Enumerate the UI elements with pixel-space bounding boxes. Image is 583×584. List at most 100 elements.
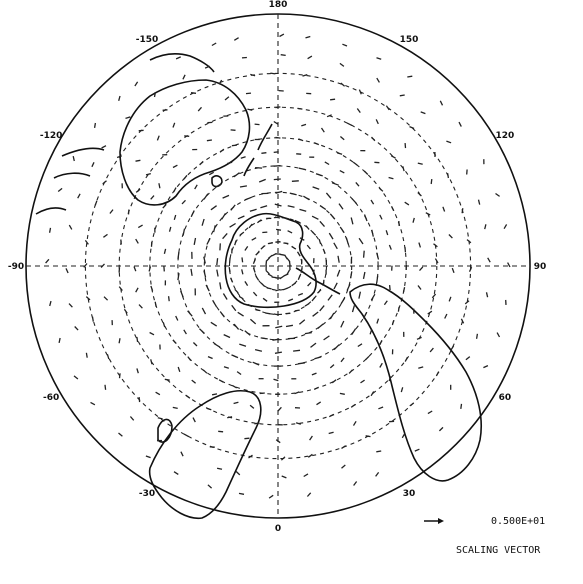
wind-vector [207, 355, 213, 360]
wind-vector [323, 335, 330, 341]
wind-vector [133, 266, 137, 272]
wind-vector [362, 271, 366, 280]
wind-vector [241, 269, 244, 275]
wind-vector [260, 337, 268, 340]
wind-vector [342, 43, 348, 47]
wind-vector [156, 135, 160, 141]
wind-vector [274, 351, 283, 354]
wind-vector [328, 431, 334, 435]
wind-vector [231, 354, 239, 359]
wind-vector [404, 356, 409, 362]
wind-vector [273, 378, 279, 382]
wind-vector [310, 342, 317, 348]
wind-vector [419, 266, 424, 272]
wind-vector [129, 416, 135, 421]
wind-vector [385, 230, 389, 236]
wind-vector [362, 311, 368, 319]
wind-vector [183, 433, 189, 438]
wind-vector [222, 232, 228, 240]
wind-vector [370, 199, 375, 205]
wind-vector [157, 417, 163, 420]
wind-vector [177, 273, 180, 281]
wind-vector [198, 328, 205, 334]
wind-vector [285, 324, 294, 328]
wind-vector [376, 450, 382, 453]
wind-vector [223, 334, 231, 339]
wind-vector [295, 422, 301, 425]
wind-vector [288, 298, 294, 302]
wind-vector [148, 266, 152, 272]
wind-vector [400, 387, 404, 393]
wind-vector [305, 225, 310, 230]
wind-vector [230, 204, 236, 211]
longitude-label: -90 [8, 262, 24, 272]
wind-vector [402, 287, 406, 293]
wind-vector [191, 379, 197, 384]
wind-vector [77, 193, 81, 199]
wind-vector [352, 420, 357, 426]
wind-vector [431, 293, 437, 299]
wind-vector [370, 391, 375, 397]
wind-vector [319, 220, 325, 228]
wind-vector [371, 229, 374, 237]
wind-vector [103, 296, 109, 301]
longitude-label: 180 [269, 0, 288, 10]
wind-vector [451, 267, 455, 274]
wind-vector [365, 435, 371, 438]
wind-vector [214, 183, 222, 189]
wind-vector [248, 454, 253, 459]
wind-vector [351, 305, 356, 313]
wind-vector [187, 310, 193, 317]
meridian-lines [26, 14, 530, 518]
wind-vector [475, 333, 479, 339]
wind-vector [85, 352, 88, 358]
wind-vector [420, 111, 426, 115]
wind-vector [446, 172, 450, 179]
wind-vector [339, 136, 345, 141]
wind-vector [118, 373, 121, 379]
wind-vector [244, 437, 250, 440]
wind-vector [311, 372, 317, 376]
wind-vector [388, 176, 394, 180]
wind-vector [211, 42, 217, 47]
wind-vector [91, 316, 94, 322]
wind-vector [274, 216, 281, 219]
wind-vector [222, 293, 228, 300]
wind-vector [275, 241, 281, 243]
wind-vector [376, 57, 382, 60]
wind-vector [74, 326, 79, 331]
wind-vector [362, 250, 365, 258]
wind-vector [118, 95, 121, 101]
wind-vector [417, 162, 423, 165]
wind-vector [402, 166, 405, 172]
wind-vector [416, 336, 422, 340]
wind-vector [135, 188, 141, 193]
wind-vector [210, 205, 217, 211]
antarctic-peninsula-coastline [295, 267, 341, 295]
wind-vector [222, 194, 230, 199]
wind-vector [109, 209, 114, 214]
wind-vector [507, 262, 511, 268]
longitude-label: -150 [136, 35, 159, 45]
longitude-label: 90 [534, 262, 547, 272]
wind-vector [282, 287, 289, 291]
wind-vector [283, 242, 289, 245]
wind-vector [363, 170, 369, 175]
wind-vector [216, 269, 219, 277]
wind-vector [167, 296, 170, 302]
wind-vector [302, 73, 308, 77]
wind-vector [337, 255, 340, 263]
wind-vector [234, 240, 237, 246]
wind-vector [211, 393, 218, 396]
wind-vector [375, 119, 379, 125]
wind-vector [298, 138, 304, 142]
wind-vector [72, 155, 75, 162]
wind-vector [172, 339, 177, 345]
wind-vector [442, 206, 446, 212]
wind-vector [177, 251, 180, 260]
wind-vector [239, 185, 248, 188]
wind-vector [357, 343, 363, 348]
wind-vector [339, 392, 345, 395]
wind-vector [338, 203, 344, 210]
wind-vector [464, 300, 470, 305]
